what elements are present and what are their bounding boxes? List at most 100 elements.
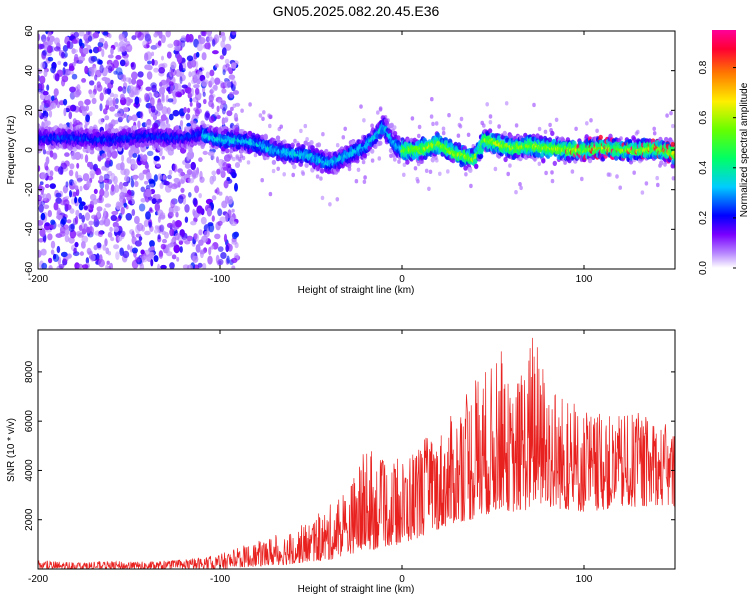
spectrogram-cell xyxy=(151,58,155,66)
spectrogram-cell xyxy=(63,51,68,58)
spectrogram-cell xyxy=(101,153,107,159)
spectrogram-cell xyxy=(186,55,194,62)
spectrogram-cell xyxy=(123,107,129,113)
spectrogram-cell xyxy=(300,170,305,175)
spectrogram-cell xyxy=(466,132,471,137)
spectrogram-cell xyxy=(144,96,150,103)
spectrogram-cell xyxy=(211,170,217,176)
spectrogram-cell xyxy=(598,134,603,140)
spectrogram-cell xyxy=(73,37,80,44)
spectrogram-cell xyxy=(209,69,215,77)
spectrogram-cell xyxy=(66,219,72,224)
spectrogram-cell xyxy=(574,126,578,131)
spectrogram-cell xyxy=(103,108,108,115)
spectrogram-cell xyxy=(134,87,140,96)
spectrogram-cell xyxy=(183,106,187,114)
spectrogram-cell xyxy=(148,104,152,114)
spectrogram-cell xyxy=(363,175,367,180)
spectrogram-cell xyxy=(234,102,241,107)
spectrogram-cell xyxy=(99,37,105,44)
spectrogram-cell xyxy=(518,182,522,187)
spectrogram-cell xyxy=(109,124,114,129)
spectrogram-cell xyxy=(121,154,125,163)
spectrogram-cell xyxy=(50,240,56,249)
spectrogram-cell xyxy=(64,152,70,157)
spectrogram-cell xyxy=(101,165,107,171)
spectrogram-cell xyxy=(68,224,75,233)
spectrogram-cell xyxy=(343,126,348,131)
spectrogram-cell xyxy=(550,170,554,175)
spectrogram-cell xyxy=(430,157,435,163)
spectrogram-cell xyxy=(191,79,197,85)
spectrogram-cell xyxy=(170,68,177,77)
spectrogram-cell xyxy=(125,205,129,210)
spectrogram-cell xyxy=(224,80,232,89)
spectrogram-cell xyxy=(186,152,191,161)
spectrogram-cell xyxy=(212,50,219,55)
spectrogram-cell xyxy=(166,251,173,257)
spectrogram-cell xyxy=(78,31,85,37)
spectrogram-cell xyxy=(222,69,226,76)
spectrogram-cell xyxy=(550,178,555,184)
spectrogram-cell xyxy=(123,168,130,177)
spectrogram-cell xyxy=(159,212,166,219)
spectrogram-cell xyxy=(61,75,69,83)
spectrogram-cell xyxy=(45,165,49,171)
spectrogram-cell xyxy=(221,103,228,111)
spectrogram-cell xyxy=(160,34,166,44)
spectrogram-cell xyxy=(615,174,619,179)
spectrogram-cell xyxy=(48,110,53,118)
spectrogram-cell xyxy=(537,161,542,166)
spectrogram-cell xyxy=(44,100,51,108)
spectrogram-cell xyxy=(214,111,220,117)
spectrogram-cell xyxy=(99,92,104,102)
spectrogram-cell xyxy=(158,67,166,74)
spectrogram-cell xyxy=(174,220,182,228)
spectrogram-cell xyxy=(50,224,55,230)
spectrogram-cell xyxy=(198,193,202,199)
spectrogram-cell xyxy=(347,163,352,169)
spectrogram-cell xyxy=(157,234,161,240)
spectrogram-cell xyxy=(93,215,98,222)
spectrogram-cell xyxy=(38,68,43,75)
spectrogram-cell xyxy=(47,45,53,54)
spectrogram-cell xyxy=(199,170,203,180)
spectrogram-cell xyxy=(200,143,205,149)
spectrogram-cell xyxy=(354,179,359,184)
spectrogram-cell xyxy=(655,175,659,181)
spectrogram-cell xyxy=(88,35,93,42)
spectrogram-cell xyxy=(60,251,68,258)
spectrogram-cell xyxy=(570,169,575,174)
spectrogram-cell xyxy=(39,75,46,84)
spectrogram-cell xyxy=(198,239,204,246)
spectrogram-cell xyxy=(68,65,75,72)
spectrogram-cell xyxy=(263,133,268,139)
spectrogram-cell xyxy=(128,88,135,98)
spectrogram-cell xyxy=(233,81,237,87)
spectrogram-cell xyxy=(66,40,71,49)
spectrogram-cell xyxy=(488,120,493,125)
spectrogram-cell xyxy=(146,64,153,71)
spectrogram-cell xyxy=(38,165,41,172)
spectrogram-cell xyxy=(167,43,174,49)
spectrogram-cell xyxy=(474,163,479,169)
spectrogram-cell xyxy=(541,158,546,164)
spectrogram-cell xyxy=(81,235,89,244)
spectrogram-cell xyxy=(111,210,119,216)
spectrogram-cell xyxy=(113,226,119,233)
spectrogram-cell xyxy=(69,163,75,170)
spectrogram-cell xyxy=(151,84,157,93)
spectrogram-cell xyxy=(137,32,145,41)
spectrogram-cell xyxy=(117,236,123,242)
spectrogram-cell xyxy=(192,255,199,263)
spectrogram-cell xyxy=(231,171,237,179)
spectrogram-cell xyxy=(131,230,135,239)
spectrogram-cell xyxy=(174,232,180,241)
spectrogram-cell xyxy=(199,249,206,255)
spectrogram-cell xyxy=(126,195,133,202)
spectrogram-cell xyxy=(203,98,207,105)
spectrogram-cell xyxy=(241,155,246,161)
spectrogram-cell xyxy=(111,184,115,192)
spectrogram-cell xyxy=(179,246,183,253)
spectrogram-cell xyxy=(370,158,375,163)
